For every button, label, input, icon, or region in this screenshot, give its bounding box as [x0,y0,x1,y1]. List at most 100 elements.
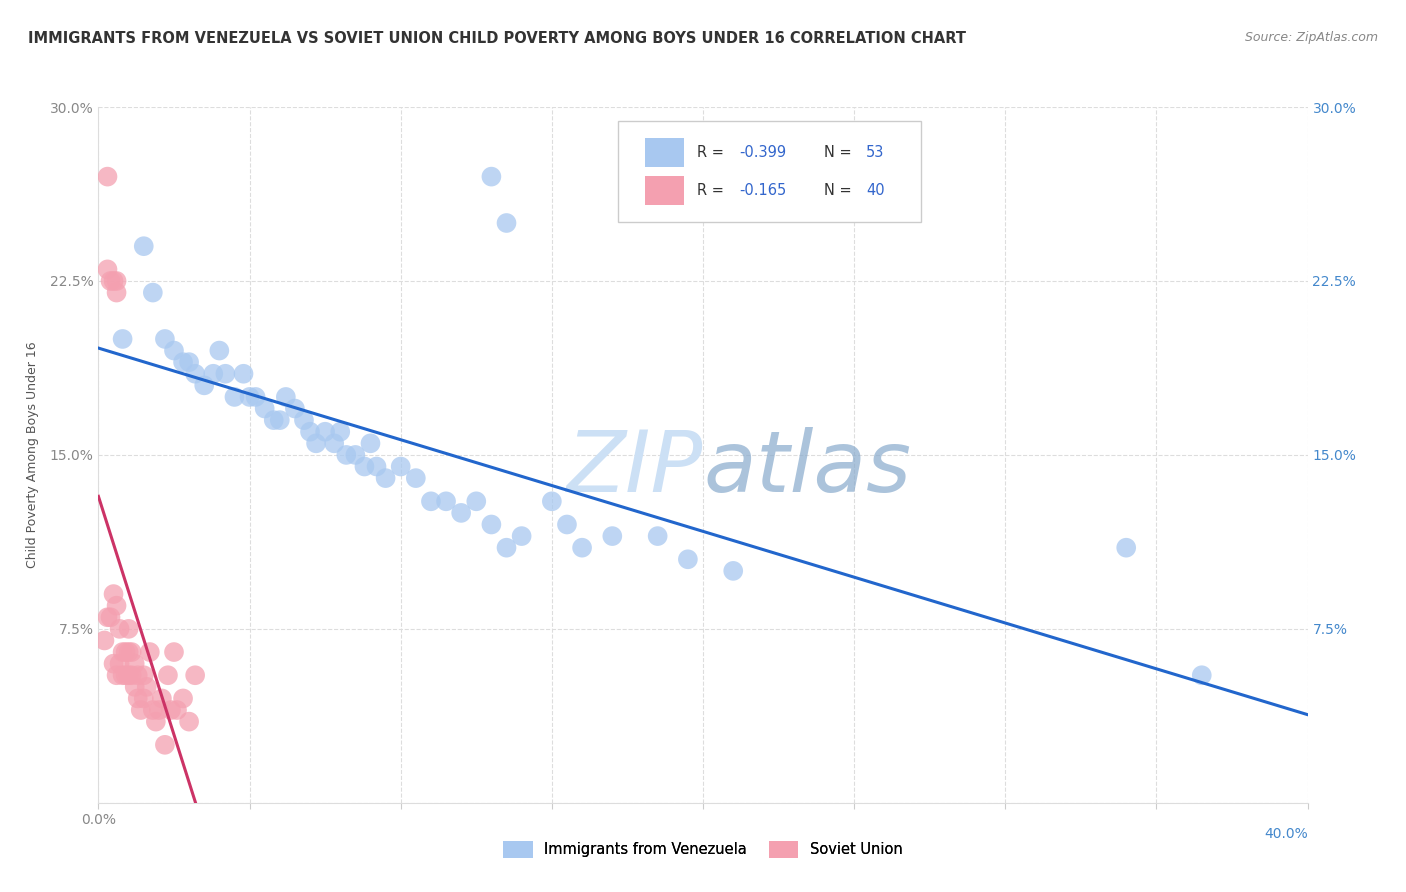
Point [108,622,131,636]
Point [481,169,503,184]
Point [263,413,285,427]
Point [114,645,136,659]
Point [274,390,297,404]
Point [96,262,118,277]
Point [118,622,141,636]
Legend: Immigrants from Venezuela, Soviet Union: Immigrants from Venezuela, Soviet Union [496,834,910,865]
Point [100,610,122,624]
Text: 53: 53 [866,145,884,160]
Point [434,494,457,508]
Point [450,506,472,520]
Point [323,436,346,450]
Text: Source: ZipAtlas.com: Source: ZipAtlas.com [1244,31,1378,45]
Point [481,517,503,532]
Point [127,668,149,682]
Point [142,703,165,717]
Point [360,436,382,450]
Point [299,425,322,439]
Point [153,332,176,346]
Point [108,657,131,671]
Point [103,587,125,601]
Text: IMMIGRANTS FROM VENEZUELA VS SOVIET UNION CHILD POVERTY AMONG BOYS UNDER 16 CORR: IMMIGRANTS FROM VENEZUELA VS SOVIET UNIO… [28,31,966,46]
Point [124,657,146,671]
Point [142,285,165,300]
Point [132,668,155,682]
Point [253,401,276,416]
Point [111,668,134,682]
Point [193,378,215,392]
Point [111,645,134,659]
Point [1191,668,1213,682]
Point [118,668,141,682]
Point [145,714,167,729]
Point [389,459,412,474]
Point [305,436,328,450]
Point [224,390,246,404]
Point [465,494,488,508]
Text: 40.0%: 40.0% [1264,827,1308,841]
Point [344,448,367,462]
Point [103,274,125,288]
Point [232,367,254,381]
Point [172,355,194,369]
Text: atlas: atlas [703,427,911,510]
Point [495,216,517,230]
Point [374,471,396,485]
Point [96,610,118,624]
Point [208,343,231,358]
Point [105,274,128,288]
Point [269,413,291,427]
Point [571,541,593,555]
Point [124,680,146,694]
Point [163,343,186,358]
Point [103,657,125,671]
Point [148,703,170,717]
Point [93,633,115,648]
Text: ZIP: ZIP [567,427,703,510]
Point [163,645,186,659]
Point [121,645,143,659]
Point [184,367,207,381]
Point [121,668,143,682]
Point [202,367,225,381]
Point [111,332,134,346]
Point [156,668,179,682]
FancyBboxPatch shape [619,121,921,222]
Text: N =: N = [824,183,852,198]
Point [292,413,315,427]
Point [540,494,562,508]
Point [555,517,578,532]
Point [129,703,152,717]
Y-axis label: Child Poverty Among Boys Under 16: Child Poverty Among Boys Under 16 [25,342,38,568]
Point [314,425,336,439]
Point [335,448,357,462]
Point [179,714,201,729]
Point [114,668,136,682]
Point [172,691,194,706]
FancyBboxPatch shape [645,137,683,167]
Point [284,401,307,416]
Point [184,668,207,682]
Point [166,703,188,717]
Point [405,471,427,485]
Text: -0.399: -0.399 [740,145,786,160]
Point [96,169,118,184]
Point [245,390,267,404]
Point [139,645,162,659]
Point [127,691,149,706]
Point [495,541,517,555]
Point [132,239,155,253]
Point [723,564,745,578]
Point [150,691,173,706]
Text: 40: 40 [866,183,884,198]
Point [179,355,201,369]
Point [135,680,157,694]
Point [105,668,128,682]
Point [214,367,236,381]
Point [647,529,669,543]
FancyBboxPatch shape [645,176,683,205]
Point [676,552,699,566]
Point [602,529,624,543]
Point [239,390,262,404]
Point [160,703,183,717]
